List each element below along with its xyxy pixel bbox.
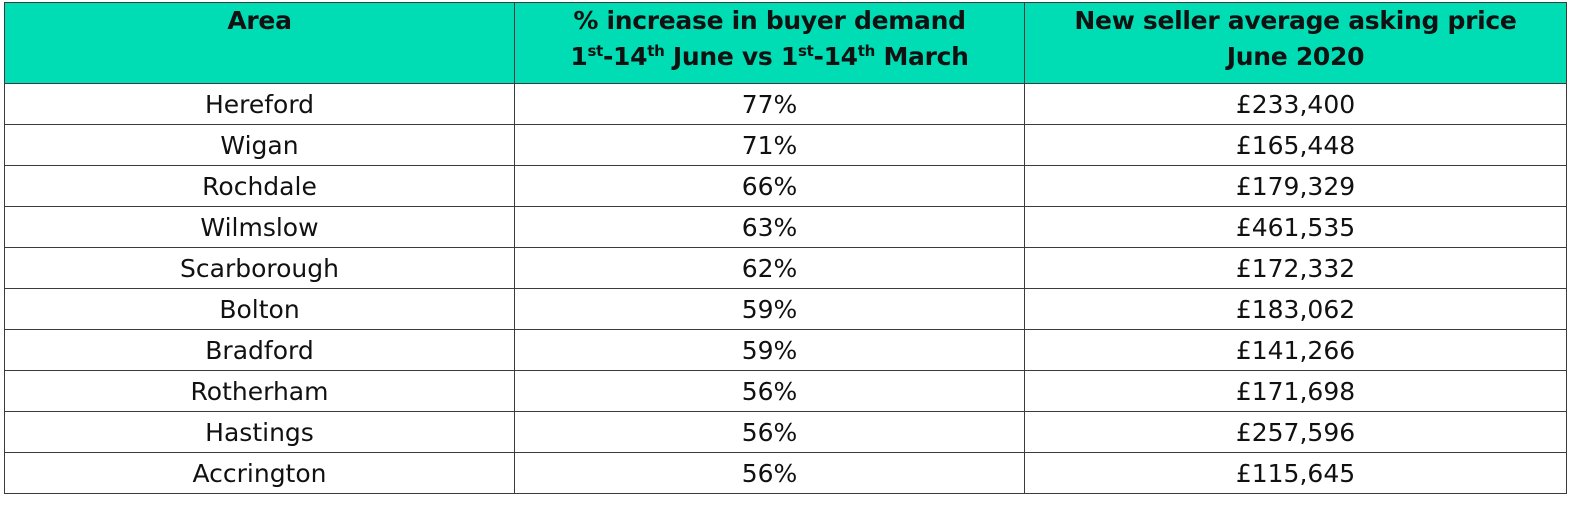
cell-area: Scarborough	[4, 247, 515, 289]
cell-increase: 59%	[514, 288, 1025, 330]
cell-price: £179,329	[1024, 165, 1567, 207]
table-header: Area % increase in buyer demand 1st-14th…	[4, 2, 1567, 84]
cell-increase: 66%	[514, 165, 1025, 207]
header-price-line2: June 2020	[1226, 42, 1365, 71]
cell-area: Hereford	[4, 83, 515, 125]
cell-increase: 77%	[514, 83, 1025, 125]
table-row: Hastings 56% £257,596	[4, 411, 1567, 453]
cell-area: Wilmslow	[4, 206, 515, 248]
cell-increase: 56%	[514, 452, 1025, 494]
cell-price: £171,698	[1024, 370, 1567, 412]
cell-price: £461,535	[1024, 206, 1567, 248]
buyer-demand-table: Area % increase in buyer demand 1st-14th…	[4, 2, 1567, 494]
header-area-label: Area	[227, 6, 292, 35]
cell-price: £183,062	[1024, 288, 1567, 330]
table-body: Hereford 77% £233,400 Wigan 71% £165,448 Roc…	[4, 83, 1567, 494]
cell-price: £115,645	[1024, 452, 1567, 494]
table-row: Wilmslow 63% £461,535	[4, 206, 1567, 248]
table-row: Wigan 71% £165,448	[4, 124, 1567, 166]
cell-area: Rotherham	[4, 370, 515, 412]
cell-increase: 62%	[514, 247, 1025, 289]
cell-price: £141,266	[1024, 329, 1567, 371]
cell-area: Bradford	[4, 329, 515, 371]
header-price-line1: New seller average asking price	[1074, 6, 1517, 35]
table-row: Scarborough 62% £172,332	[4, 247, 1567, 289]
cell-increase: 56%	[514, 411, 1025, 453]
cell-area: Bolton	[4, 288, 515, 330]
table-row: Accrington 56% £115,645	[4, 452, 1567, 494]
cell-area: Wigan	[4, 124, 515, 166]
header-area: Area	[4, 2, 515, 84]
header-demand-line1: % increase in buyer demand	[573, 6, 966, 35]
table-row: Rochdale 66% £179,329	[4, 165, 1567, 207]
table-row: Rotherham 56% £171,698	[4, 370, 1567, 412]
header-asking-price: New seller average asking price June 202…	[1024, 2, 1567, 84]
table-row: Hereford 77% £233,400	[4, 83, 1567, 125]
table-row: Bolton 59% £183,062	[4, 288, 1567, 330]
cell-price: £172,332	[1024, 247, 1567, 289]
cell-price: £165,448	[1024, 124, 1567, 166]
header-demand-line2: 1st-14th June vs 1st-14th March	[570, 42, 969, 71]
cell-increase: 59%	[514, 329, 1025, 371]
cell-increase: 56%	[514, 370, 1025, 412]
table-row: Bradford 59% £141,266	[4, 329, 1567, 371]
cell-price: £233,400	[1024, 83, 1567, 125]
header-row: Area % increase in buyer demand 1st-14th…	[4, 2, 1567, 84]
header-demand-increase: % increase in buyer demand 1st-14th June…	[514, 2, 1025, 84]
cell-area: Accrington	[4, 452, 515, 494]
cell-area: Rochdale	[4, 165, 515, 207]
cell-area: Hastings	[4, 411, 515, 453]
cell-increase: 71%	[514, 124, 1025, 166]
cell-price: £257,596	[1024, 411, 1567, 453]
cell-increase: 63%	[514, 206, 1025, 248]
